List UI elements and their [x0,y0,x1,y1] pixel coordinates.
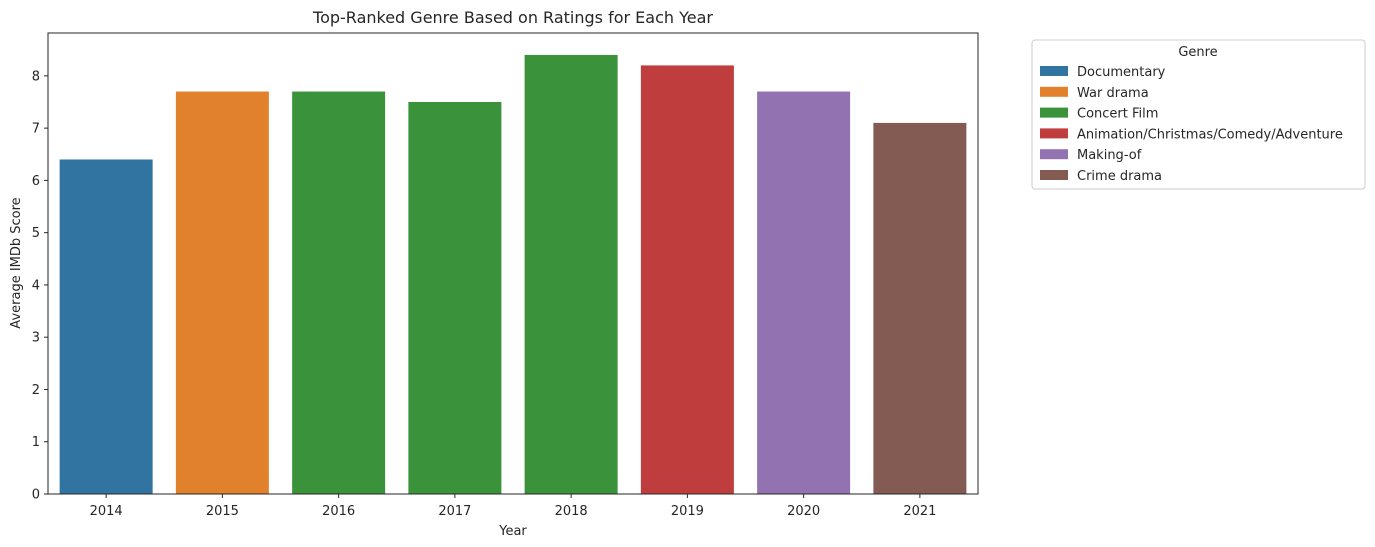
y-tick-label: 3 [32,331,40,346]
legend-entry-label: Animation/Christmas/Comedy/Adventure [1077,127,1343,142]
legend-swatch [1040,66,1068,76]
bar-2014 [59,159,153,495]
y-tick-label: 0 [32,488,40,503]
x-tick-label: 2015 [206,504,239,519]
legend-entry-label: Making-of [1077,148,1142,163]
x-tick-label: 2014 [90,504,123,519]
x-tick-label: 2016 [322,504,355,519]
legend-items: Documentary War drama Concert Film Animatio… [1040,65,1343,184]
bar-2020 [757,91,851,494]
x-tick-label: 2021 [903,504,936,519]
chart-title: Top-Ranked Genre Based on Ratings for Ea… [312,8,713,27]
y-tick-label: 5 [32,226,40,241]
y-tick-label: 8 [32,69,40,84]
x-tick-label: 2020 [787,504,820,519]
x-tick-label: 2018 [555,504,588,519]
x-tick-label: 2019 [671,504,704,519]
bar-2015 [175,91,269,494]
x-axis-label: Year [498,524,527,539]
legend-swatch [1040,86,1068,97]
y-tick-label: 1 [32,435,40,450]
legend-title: Genre [1178,45,1217,60]
bars-layer [59,54,967,495]
x-axis: 2014 2015 2016 2017 2018 2019 2020 2021 [90,494,936,519]
x-tick-label: 2017 [438,504,471,519]
y-tick-label: 4 [32,278,40,293]
bar-2018 [524,54,618,494]
bar-2021 [873,122,967,495]
legend-entry-label: Concert Film [1077,107,1158,122]
bar-2019 [640,65,734,494]
legend-entry-label: Crime drama [1077,169,1162,184]
plot-frame [47,32,979,495]
legend-entry-label: Documentary [1077,65,1166,80]
legend-entry-label: War drama [1077,86,1149,101]
bar-2017 [408,101,502,495]
legend-swatch [1040,149,1068,160]
y-axis-label: Average IMDb Score [9,197,24,328]
y-tick-label: 7 [32,122,40,137]
legend-swatch [1040,107,1068,118]
y-axis: 0 1 2 3 4 5 6 7 8 [32,69,48,503]
y-tick-label: 6 [32,174,40,189]
bar-2016 [292,91,386,494]
y-tick-label: 2 [32,383,40,398]
legend-swatch [1040,128,1068,139]
legend-swatch [1040,170,1068,180]
legend-frame [1031,39,1366,190]
legend: Genre Documentary War drama Concert Film An… [1031,39,1366,190]
